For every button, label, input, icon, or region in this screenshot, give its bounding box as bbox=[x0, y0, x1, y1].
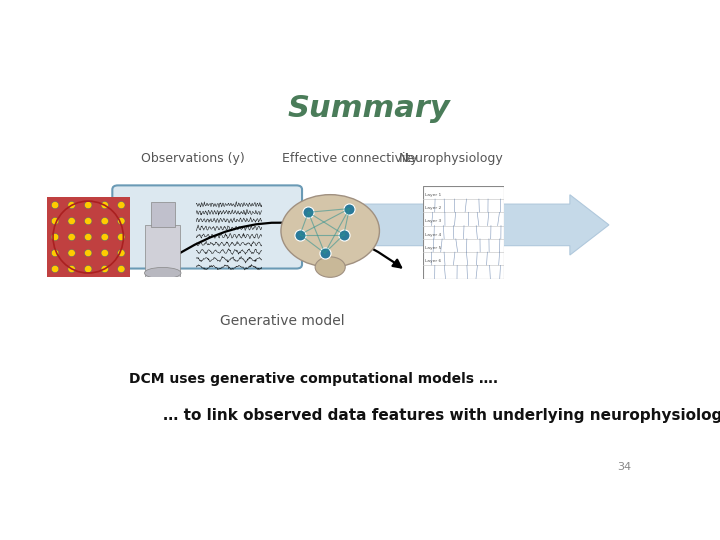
FancyBboxPatch shape bbox=[112, 185, 302, 268]
Text: 34: 34 bbox=[617, 462, 631, 472]
Circle shape bbox=[117, 266, 125, 273]
Circle shape bbox=[68, 249, 76, 256]
Circle shape bbox=[84, 249, 92, 256]
Text: Summary: Summary bbox=[287, 94, 451, 123]
Text: Layer 2: Layer 2 bbox=[425, 206, 441, 210]
Text: Observations (y): Observations (y) bbox=[141, 152, 245, 165]
Bar bbox=[145, 225, 181, 277]
Circle shape bbox=[117, 249, 125, 256]
Circle shape bbox=[117, 233, 125, 241]
Text: Effective connectivity: Effective connectivity bbox=[282, 152, 418, 165]
Text: … to link observed data features with underlying neurophysiology: … to link observed data features with un… bbox=[163, 408, 720, 423]
Polygon shape bbox=[124, 195, 609, 255]
Circle shape bbox=[84, 201, 92, 208]
Circle shape bbox=[101, 266, 109, 273]
Text: Layer 4: Layer 4 bbox=[425, 233, 441, 237]
Circle shape bbox=[84, 218, 92, 225]
Circle shape bbox=[84, 266, 92, 273]
Circle shape bbox=[51, 201, 59, 208]
Circle shape bbox=[51, 266, 59, 273]
Circle shape bbox=[117, 201, 125, 208]
Circle shape bbox=[68, 266, 76, 273]
Circle shape bbox=[51, 249, 59, 256]
Ellipse shape bbox=[145, 267, 181, 279]
Text: Generative model: Generative model bbox=[220, 314, 345, 328]
Circle shape bbox=[101, 249, 109, 256]
Text: DCM uses generative computational models ….: DCM uses generative computational models… bbox=[129, 373, 498, 387]
Circle shape bbox=[101, 218, 109, 225]
Circle shape bbox=[68, 218, 76, 225]
Circle shape bbox=[117, 218, 125, 225]
Circle shape bbox=[68, 233, 76, 241]
Ellipse shape bbox=[281, 194, 379, 267]
Text: Layer 1: Layer 1 bbox=[425, 193, 441, 197]
Text: Layer 3: Layer 3 bbox=[425, 219, 441, 224]
Ellipse shape bbox=[315, 257, 346, 278]
Circle shape bbox=[101, 201, 109, 208]
Circle shape bbox=[68, 201, 76, 208]
Circle shape bbox=[84, 233, 92, 241]
Bar bbox=[151, 202, 174, 227]
Circle shape bbox=[101, 233, 109, 241]
Text: Layer 6: Layer 6 bbox=[425, 259, 441, 263]
Text: Layer 5: Layer 5 bbox=[425, 246, 441, 250]
Text: Neurophysiology: Neurophysiology bbox=[399, 152, 504, 165]
Circle shape bbox=[51, 233, 59, 241]
Circle shape bbox=[51, 218, 59, 225]
